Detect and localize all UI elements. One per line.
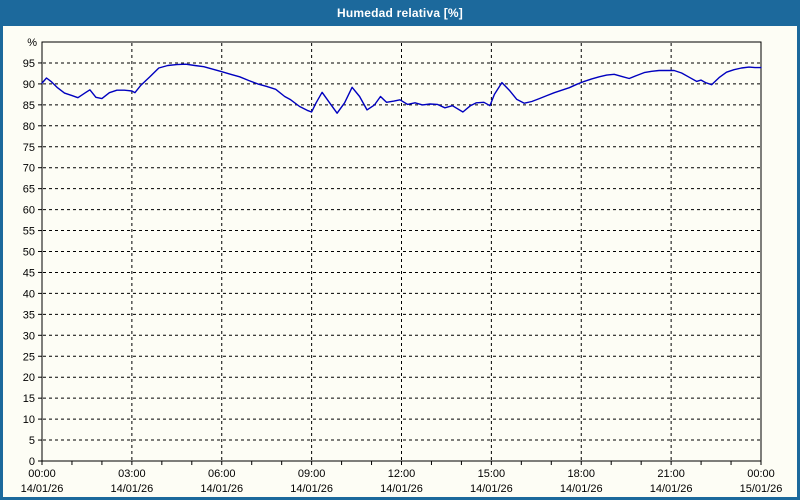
x-tick-date: 14/01/26: [560, 483, 603, 495]
x-tick-date: 14/01/26: [110, 483, 153, 495]
y-tick-label: 50: [23, 247, 35, 259]
y-axis-unit-label: %: [27, 37, 37, 49]
y-tick-label: 75: [23, 142, 35, 154]
humidity-series-line: [41, 63, 762, 114]
y-tick-label: 30: [23, 330, 35, 342]
x-tick-time: 12:00: [388, 468, 416, 480]
y-tick-label: 40: [23, 288, 35, 300]
x-tick-date: 15/01/26: [740, 483, 783, 495]
x-tick-date: 14/01/26: [650, 483, 693, 495]
y-tick-label: 55: [23, 226, 35, 238]
y-tick-marks: [38, 62, 42, 462]
x-tick-date: 14/01/26: [200, 483, 243, 495]
y-tick-label: 65: [23, 184, 35, 196]
x-tick-time: 21:00: [657, 468, 685, 480]
x-tick-time: 06:00: [208, 468, 236, 480]
y-tick-label: 90: [23, 79, 35, 91]
x-tick-time: 00:00: [747, 468, 775, 480]
y-tick-label: 10: [23, 414, 35, 426]
y-tick-label: 20: [23, 372, 35, 384]
x-tick-date: 14/01/26: [470, 483, 513, 495]
window-title: Humedad relativa [%]: [336, 6, 464, 20]
y-tick-label: 5: [29, 435, 35, 447]
x-tick-time: 18:00: [567, 468, 595, 480]
x-tick-time: 03:00: [118, 468, 146, 480]
y-tick-labels: 0 5 10 15 20 25 30 35 40 45 50 55 60 65 70 75 80 85 90 95: [23, 58, 35, 468]
y-tick-label: 95: [23, 58, 35, 70]
y-tick-label: 15: [23, 393, 35, 405]
y-tick-label: 60: [23, 205, 35, 217]
y-tick-label: 70: [23, 163, 35, 175]
x-tick-date: 14/01/26: [380, 483, 423, 495]
x-tick-marks: [41, 461, 762, 465]
x-tick-time: 09:00: [298, 468, 326, 480]
y-tick-label: 45: [23, 267, 35, 279]
x-tick-date: 14/01/26: [290, 483, 333, 495]
y-tick-label: 35: [23, 309, 35, 321]
x-tick-time: 15:00: [478, 468, 506, 480]
plot-frame: [41, 41, 762, 462]
titlebar: Humedad relativa [%]: [3, 0, 797, 26]
x-tick-date: 14/01/26: [21, 483, 64, 495]
x-tick-time: 00:00: [28, 468, 56, 480]
y-tick-label: 85: [23, 100, 35, 112]
x-tick-labels: 00:00 14/01/26 03:00 14/01/26 06:00 14/01/26 0…: [21, 468, 783, 495]
y-gridlines: [43, 62, 760, 441]
y-tick-label: 0: [29, 456, 35, 468]
y-tick-label: 25: [23, 351, 35, 363]
y-tick-label: 80: [23, 121, 35, 133]
